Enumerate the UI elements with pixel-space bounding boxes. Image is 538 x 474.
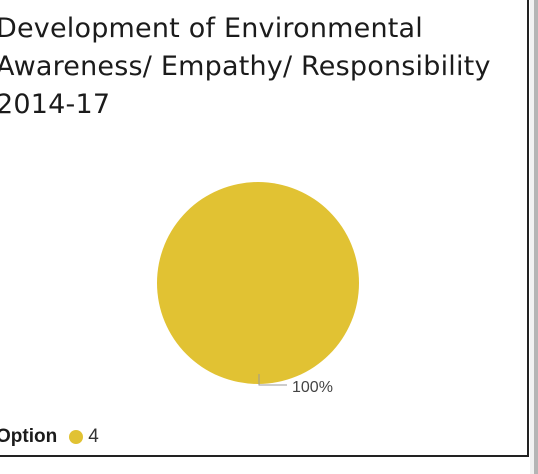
vertical-scrollbar-thumb[interactable] xyxy=(534,0,538,474)
chart-title: Development of Environmental Awareness/ … xyxy=(0,13,491,120)
chart-visual-frame: Development of Environmental Awareness/ … xyxy=(0,0,529,457)
pie-chart: 100% xyxy=(157,182,359,396)
data-label-leader-line xyxy=(258,374,287,386)
chart-canvas: 100% xyxy=(157,182,359,396)
legend-label-option-4: 4 xyxy=(88,426,99,447)
chart-legend: Option 4 xyxy=(0,425,99,449)
legend-swatch-option-4 xyxy=(69,430,84,444)
legend-title: Option xyxy=(0,426,58,447)
pie-data-label-4: 100% xyxy=(292,379,333,396)
pie-slice-4[interactable] xyxy=(157,182,359,384)
